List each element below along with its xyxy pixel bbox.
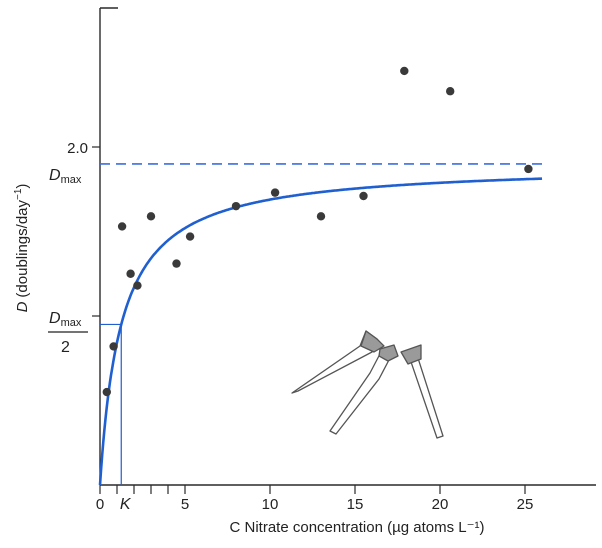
- data-point: [231, 201, 241, 211]
- y-axis-label-exponent: −1: [13, 188, 24, 200]
- data-point: [117, 222, 127, 231]
- y-axis-label: D (doublings/day−1): [13, 184, 31, 313]
- x-tick-label: 10: [262, 496, 279, 513]
- axis-labels: C Nitrate concentration (µg atoms L⁻¹) D…: [13, 184, 485, 536]
- axes: [99, 7, 596, 486]
- half-dmax-label: Dmax 2: [48, 310, 88, 356]
- diatom-cell-3: [408, 354, 444, 439]
- data-point: [316, 212, 326, 221]
- diatom-cell-illustration: [291, 330, 444, 439]
- y-axis-label-unit: (doublings/day: [14, 200, 31, 298]
- data-point: [359, 191, 368, 201]
- half-num-base: D: [49, 310, 61, 327]
- x-tick-label: 5: [181, 496, 189, 513]
- y-axis-label-close: ): [14, 184, 31, 189]
- data-point: [146, 212, 156, 221]
- x-axis-label: C Nitrate concentration (µg atoms L⁻¹): [230, 519, 485, 536]
- monod-curve: [98, 177, 543, 486]
- x-tick-label: 20: [432, 496, 449, 513]
- x-tick-label: 25: [517, 496, 534, 513]
- data-point: [126, 269, 135, 278]
- data-point: [270, 188, 280, 197]
- dmax-label-text: Dmax: [49, 167, 82, 186]
- data-points: [102, 66, 533, 397]
- dmax-label: Dmax: [49, 167, 82, 186]
- data-point: [102, 387, 112, 397]
- data-point: [524, 164, 533, 174]
- x-ticks: 0 5 10 15 20 25 K: [96, 485, 534, 513]
- half-num-sub: max: [61, 317, 82, 329]
- x-tick-label: 0: [96, 496, 104, 513]
- data-point: [109, 342, 118, 351]
- guides: [100, 323, 122, 485]
- data-point: [172, 259, 181, 268]
- y-tick-label: 2.0: [67, 140, 88, 157]
- diatom-center-2: [378, 344, 399, 362]
- diatom-center-3: [400, 344, 422, 365]
- k-label: K: [120, 496, 132, 513]
- diatom-center-1: [360, 330, 385, 353]
- y-ticks: 2.0: [67, 140, 100, 317]
- diatom-cell-2: [329, 351, 391, 435]
- data-point: [133, 281, 142, 290]
- dmax-sub: max: [61, 174, 82, 186]
- x-tick-label: 15: [347, 496, 364, 513]
- data-point: [185, 232, 195, 241]
- data-point: [446, 87, 455, 96]
- data-point: [400, 66, 409, 76]
- dmax-base: D: [49, 167, 61, 184]
- half-label-denominator: 2: [61, 339, 70, 356]
- half-label-numerator: Dmax: [49, 310, 82, 329]
- y-axis-label-symbol: D: [14, 301, 31, 312]
